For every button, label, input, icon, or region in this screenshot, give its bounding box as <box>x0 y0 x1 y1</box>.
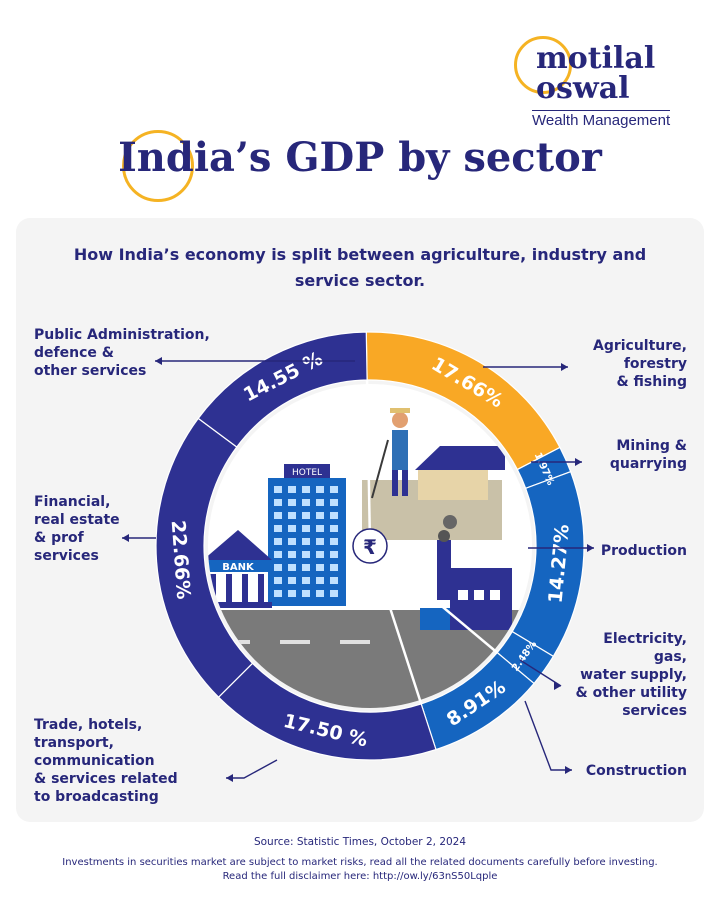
pie-divider <box>365 380 372 547</box>
arrow-head-icon <box>561 363 568 371</box>
pie-divider <box>368 545 423 705</box>
arrow-head-icon <box>587 544 594 552</box>
disclaimer: Investments in securities market are sub… <box>0 856 720 884</box>
bank-sign: BANK <box>222 562 255 573</box>
logo-ring-icon <box>514 36 572 94</box>
label-trade: Trade, hotels, transport, communication & s… <box>34 717 178 805</box>
pie-dividers <box>365 380 499 705</box>
brand-name-line2: oswal <box>536 71 630 106</box>
arrow-head-icon <box>575 458 582 466</box>
title-ring-icon <box>122 130 194 202</box>
chart-subtitle: How India’s economy is split between agr… <box>73 245 647 290</box>
label-electricity: Electricity, gas, water supply, & other uti… <box>575 631 687 719</box>
label-agriculture: Agriculture, forestry & fishing <box>592 338 687 390</box>
source-note: Source: Statistic Times, October 2, 2024 <box>253 836 467 848</box>
rupee-symbol: ₹ <box>363 535 377 559</box>
hotel-sign: HOTEL <box>292 468 322 478</box>
page-title: India’s GDP by sector <box>118 134 602 181</box>
leader-line <box>519 659 562 687</box>
leader-line <box>226 759 278 779</box>
arrow-head-icon <box>122 534 129 542</box>
farmer-icon <box>392 412 408 428</box>
label-construction: Construction <box>585 763 687 779</box>
barn-icon <box>415 446 505 470</box>
disclaimer-link[interactable]: Read the full disclaimer here: http://ow… <box>222 871 498 882</box>
leader-lines <box>122 357 594 782</box>
arrow-head-icon <box>226 774 233 782</box>
center-rupee-badge: ₹ <box>352 528 388 564</box>
brand-tagline: Wealth Management <box>532 110 671 129</box>
label-financial: Financial, real estate & prof services <box>34 494 120 564</box>
pie-divider <box>369 545 499 654</box>
brand-name-line1: motilal <box>536 41 656 76</box>
arrow-head-icon <box>554 682 561 690</box>
label-mining: Mining & quarrying <box>609 438 687 472</box>
arrow-head-icon <box>155 357 162 365</box>
label-production: Production <box>600 543 687 559</box>
label-public-administration: Public Administration, defence & other ser… <box>34 327 210 379</box>
arrow-head-icon <box>565 766 572 774</box>
brand-logo: motilal oswal Wealth Management <box>512 30 692 129</box>
chimney-icon <box>437 540 451 600</box>
bank-building-icon <box>208 530 272 560</box>
rupee-icon <box>352 528 388 564</box>
disclaimer-line1: Investments in securities market are sub… <box>62 857 658 868</box>
